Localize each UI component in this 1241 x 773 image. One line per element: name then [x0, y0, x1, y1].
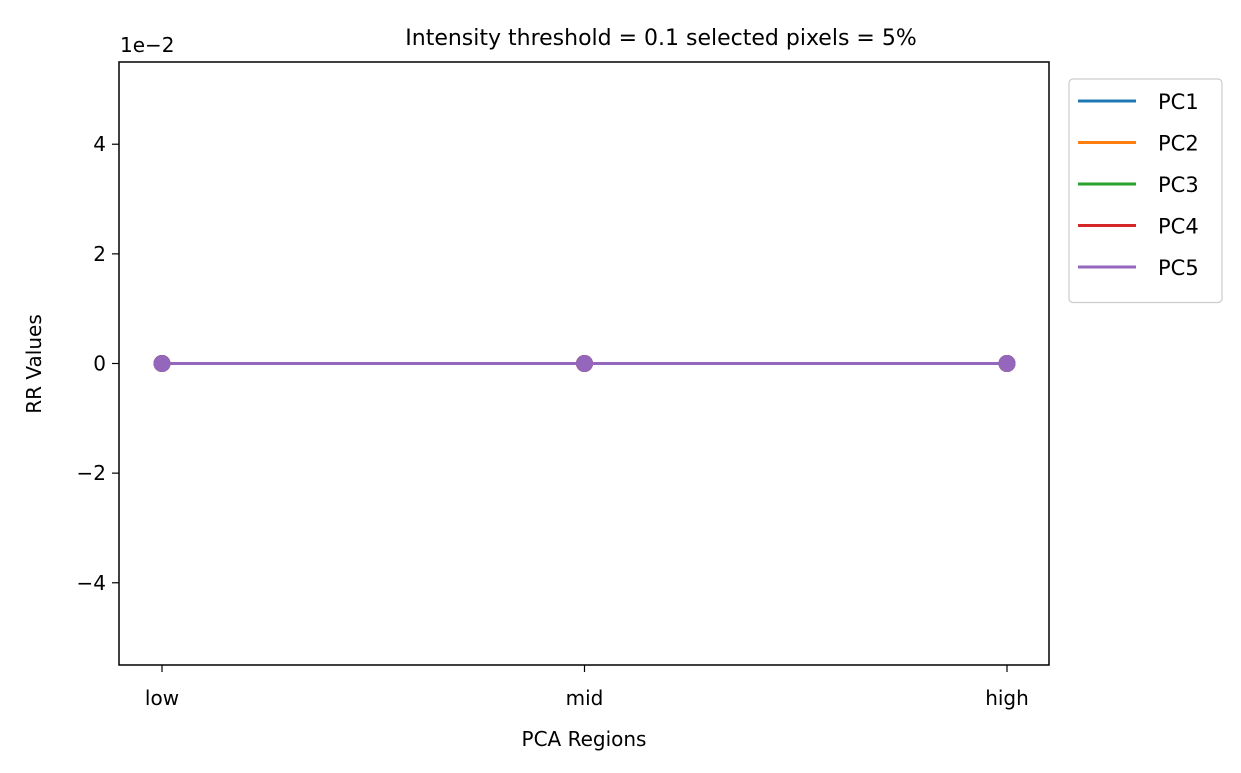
y-tick-label: −2	[77, 461, 106, 485]
plot-area: −4 −2 0 2 4 low mid high	[77, 61, 1050, 710]
legend-label: PC2	[1158, 132, 1199, 156]
x-axis-label: PCA Regions	[522, 727, 647, 751]
legend-label: PC3	[1158, 173, 1199, 197]
data-point	[576, 355, 593, 372]
y-tick-label: −4	[77, 571, 106, 595]
x-tick-label: mid	[566, 686, 604, 710]
legend: PC1 PC2 PC3 PC4 PC5	[1068, 78, 1223, 304]
x-tick-label: low	[145, 686, 179, 710]
y-tick-label: 0	[93, 352, 106, 376]
legend-box	[1068, 78, 1223, 304]
legend-label: PC5	[1158, 256, 1199, 280]
legend-label: PC4	[1158, 215, 1199, 239]
legend-label: PC1	[1158, 90, 1199, 114]
plot-frame	[118, 61, 1050, 666]
y-offset-label: 1e−2	[120, 33, 175, 57]
y-tick-label: 4	[93, 132, 106, 156]
y-axis-label: RR Values	[22, 314, 46, 414]
chart-title: Intensity threshold = 0.1 selected pixel…	[405, 26, 916, 51]
y-tick-label: 2	[93, 242, 106, 266]
data-point	[998, 355, 1016, 372]
data-point	[153, 355, 171, 372]
x-tick-label: high	[985, 686, 1029, 710]
